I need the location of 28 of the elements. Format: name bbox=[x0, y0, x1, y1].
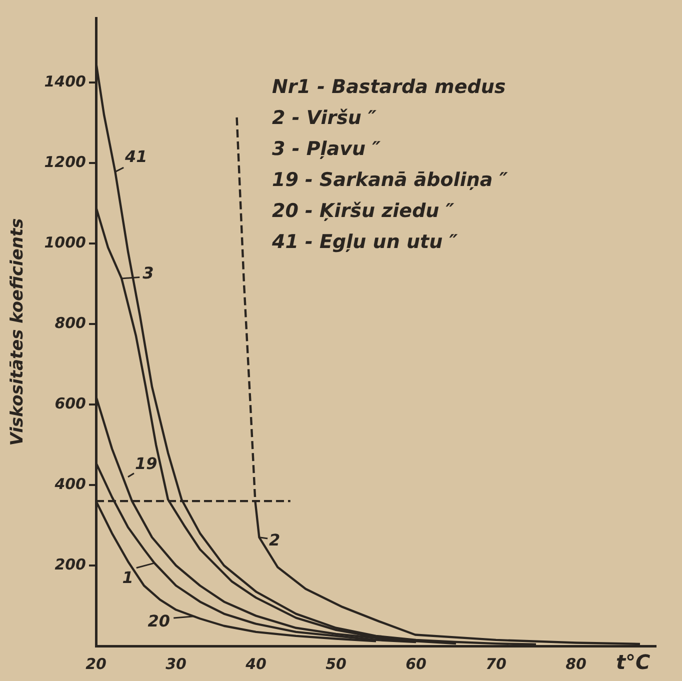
annotation: 41 bbox=[124, 146, 148, 166]
y-tick-label: 1400 bbox=[44, 72, 86, 90]
x-axis-title: t°C bbox=[616, 650, 651, 674]
y-axis-title: Viskositātes koeficients bbox=[8, 218, 28, 446]
x-tick-label: 70 bbox=[486, 654, 506, 673]
annotation: 2 bbox=[269, 530, 280, 550]
annotation: 19 bbox=[135, 454, 158, 474]
x-tick-label: 60 bbox=[406, 654, 426, 673]
x-tick-label: 40 bbox=[244, 654, 266, 673]
y-tick-label: 400 bbox=[54, 474, 86, 493]
y-tick-label: 800 bbox=[54, 314, 86, 332]
y-tick-label: 600 bbox=[54, 394, 86, 412]
y-tick-label: 1200 bbox=[44, 152, 86, 171]
annotation: 3 - Pļavu ″ bbox=[272, 137, 382, 162]
y-tick-label: 200 bbox=[54, 555, 86, 574]
x-tick-label: 20 bbox=[86, 654, 106, 673]
annotation: 20 - Ķiršu ziedu ″ bbox=[272, 199, 456, 224]
x-tick-label: 80 bbox=[566, 654, 586, 673]
annotation: 20 bbox=[148, 611, 170, 630]
y-tick-label: 1000 bbox=[44, 233, 86, 252]
annotation: 3 bbox=[142, 264, 154, 283]
x-tick-label: 30 bbox=[166, 654, 186, 673]
annotation: Nr1 - Bastarda medus bbox=[272, 75, 507, 100]
annotation: 19 - Sarkanā āboliņa ″ bbox=[272, 168, 508, 193]
x-tick-label: 50 bbox=[326, 654, 346, 673]
annotation: 2 - Viršu ″ bbox=[272, 106, 378, 131]
annotation: 1 bbox=[122, 568, 134, 588]
annotation: 41 - Egļu un utu ″ bbox=[272, 230, 459, 255]
